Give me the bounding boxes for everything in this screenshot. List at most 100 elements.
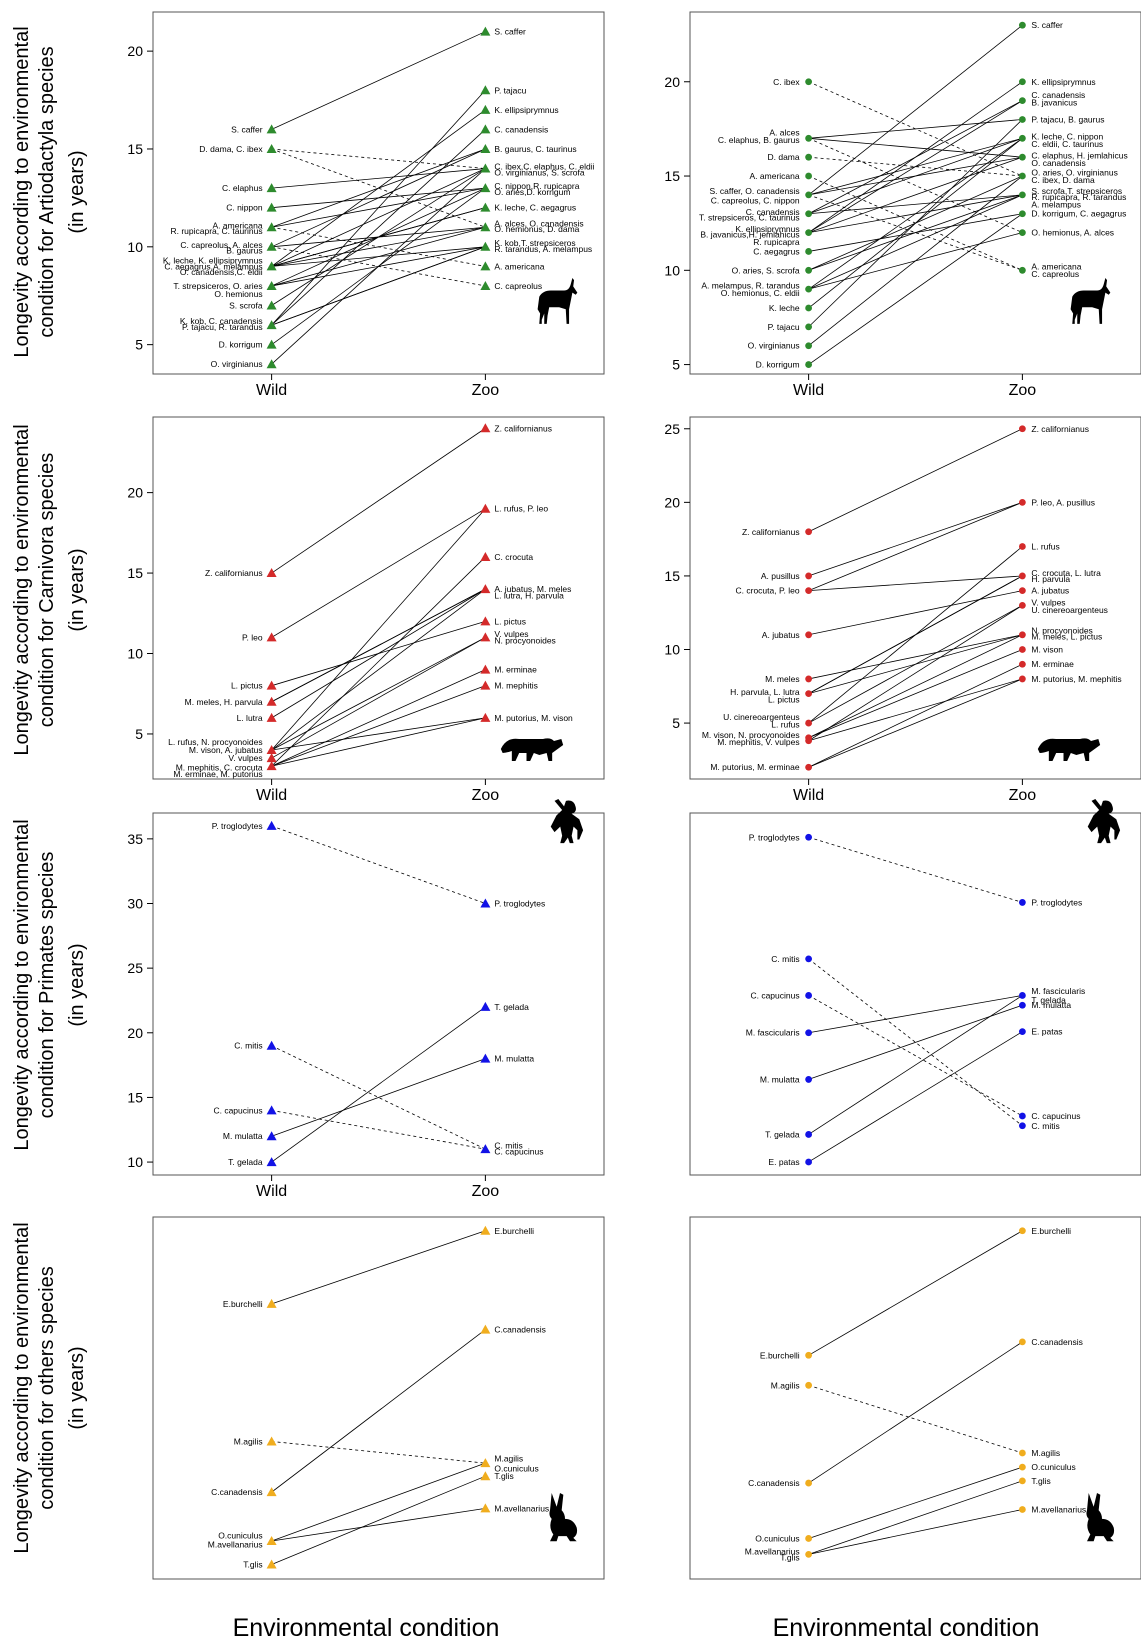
trend-line bbox=[808, 100, 1023, 233]
y-tick-label: 10 bbox=[127, 1154, 143, 1170]
wild-species-label: A. alces bbox=[769, 128, 799, 138]
data-point bbox=[266, 712, 277, 722]
y-tick-label: 5 bbox=[135, 726, 143, 742]
zoo-species-label: A. jubatus bbox=[1031, 586, 1069, 596]
wild-species-label: O. aries, S. scrofa bbox=[732, 265, 800, 275]
zoo-species-label: O. virginianus, S. scrofa bbox=[494, 167, 585, 177]
trend-line bbox=[271, 168, 486, 267]
y-tick-label: 10 bbox=[664, 642, 680, 658]
wild-species-label: V. vulpes bbox=[228, 753, 262, 763]
data-point bbox=[1018, 78, 1026, 86]
zoo-species-label: E.burchelli bbox=[1031, 1226, 1071, 1236]
wild-species-label: E. patas bbox=[768, 1157, 799, 1167]
panel-frame bbox=[152, 1216, 605, 1580]
wild-species-label: B. gaurus bbox=[226, 246, 262, 256]
zoo-species-label: K. ellipsiprymnus bbox=[1031, 77, 1095, 87]
wild-species-label: P. leo bbox=[242, 632, 263, 642]
wild-species-label: L. rufus, N. procyonoides bbox=[168, 737, 263, 747]
trend-line bbox=[808, 995, 1023, 1135]
data-point bbox=[266, 1157, 277, 1167]
data-point bbox=[805, 1535, 813, 1542]
zoo-species-label: C. mitis bbox=[494, 1140, 522, 1150]
panel-frame bbox=[152, 416, 605, 780]
zoo-species-label: C. crocuta, L. lutra bbox=[1031, 568, 1101, 578]
trend-line bbox=[808, 678, 1023, 742]
data-point bbox=[480, 241, 491, 251]
wild-species-label: P. tajacu bbox=[768, 322, 800, 332]
data-point bbox=[805, 248, 813, 255]
data-point bbox=[1018, 116, 1026, 123]
data-point bbox=[266, 222, 277, 232]
wild-species-label: S. caffer bbox=[231, 124, 263, 134]
wild-species-label: O.cuniculus bbox=[755, 1533, 799, 1543]
data-point bbox=[805, 833, 813, 841]
wild-species-label: M.avellanarius bbox=[745, 1546, 800, 1556]
row-title-carnivora: Longevity according to environmental con… bbox=[11, 424, 88, 755]
data-point bbox=[805, 342, 813, 350]
trend-line bbox=[271, 556, 486, 767]
zoo-species-label: C. ibex,C. elaphus, C. eldii bbox=[494, 162, 594, 172]
ylabel-line: condition for others species bbox=[36, 1266, 58, 1509]
data-point bbox=[1018, 191, 1026, 199]
data-point bbox=[805, 266, 813, 274]
wild-species-label: M. mulatta bbox=[223, 1131, 263, 1141]
trend-line bbox=[271, 90, 486, 326]
data-point bbox=[266, 820, 277, 830]
trend-line bbox=[808, 605, 1023, 724]
data-point bbox=[266, 1040, 277, 1050]
data-point bbox=[1018, 1227, 1026, 1235]
wild-species-label: B. javanicus,H. jemlahicus bbox=[700, 229, 799, 239]
zoo-species-label: S. caffer bbox=[494, 27, 526, 37]
data-point bbox=[805, 955, 813, 963]
y-tick-label: 10 bbox=[127, 646, 143, 662]
trend-line bbox=[271, 148, 486, 248]
wild-species-label: M. vison, A. jubatus bbox=[189, 745, 263, 755]
data-point bbox=[805, 631, 813, 639]
zoo-species-label: K. ellipsiprymnus bbox=[494, 105, 558, 115]
zoo-species-label: M. fascicularis bbox=[1031, 986, 1085, 996]
y-tick-label: 15 bbox=[127, 565, 143, 581]
data-point bbox=[480, 202, 491, 212]
trend-line bbox=[271, 427, 486, 574]
zoo-species-label: A. americana bbox=[1031, 262, 1081, 272]
wild-species-label: D. dama, C. ibex bbox=[199, 144, 263, 154]
data-point bbox=[480, 632, 491, 642]
trend-line bbox=[808, 501, 1023, 577]
data-point bbox=[266, 1298, 277, 1308]
data-point bbox=[1018, 1112, 1026, 1120]
data-point bbox=[266, 280, 277, 290]
zoo-species-label: M.agilis bbox=[1031, 1448, 1060, 1458]
zoo-species-label: O. hemionus, D. dama bbox=[494, 224, 579, 234]
zoo-species-label: K. kob,T. strepsiceros bbox=[494, 238, 575, 248]
trend-line bbox=[271, 588, 486, 751]
zoo-species-label: C. capreolus bbox=[494, 281, 542, 291]
data-point bbox=[1018, 210, 1026, 218]
zoo-species-label: M.avellanarius bbox=[494, 1503, 549, 1513]
data-point bbox=[805, 763, 813, 771]
y-tick-label: 5 bbox=[672, 715, 680, 731]
trend-line bbox=[271, 508, 486, 751]
zoo-species-label: O. hemionus, A. alces bbox=[1031, 228, 1114, 238]
y-tick-label: 25 bbox=[664, 421, 680, 437]
trend-line bbox=[808, 634, 1023, 680]
data-point bbox=[266, 761, 277, 771]
wild-species-label: Z. californianus bbox=[205, 568, 263, 578]
data-point bbox=[805, 992, 813, 999]
zoo-species-label: Z. californianus bbox=[1031, 424, 1089, 434]
zoo-species-label: K. leche, C. nippon bbox=[1031, 131, 1103, 141]
zoo-species-label: B. gaurus, C. taurinus bbox=[494, 144, 576, 154]
wild-species-label: M. meles bbox=[765, 674, 799, 684]
data-point bbox=[480, 183, 491, 193]
data-point bbox=[805, 1479, 813, 1487]
data-point bbox=[480, 1458, 491, 1468]
data-point bbox=[480, 423, 491, 433]
y-tick-label: 10 bbox=[127, 239, 143, 255]
zoo-species-label: B. javanicus bbox=[1031, 98, 1077, 108]
trend-line bbox=[808, 194, 1023, 271]
data-point bbox=[480, 163, 491, 173]
zoo-species-label: U. cinereoargenteus bbox=[1031, 605, 1108, 615]
zoo-species-label: M. putorius, M. vison bbox=[494, 713, 573, 723]
wild-species-label: M.agilis bbox=[234, 1436, 263, 1446]
trend-line bbox=[808, 1004, 1023, 1080]
data-point bbox=[266, 1105, 277, 1115]
